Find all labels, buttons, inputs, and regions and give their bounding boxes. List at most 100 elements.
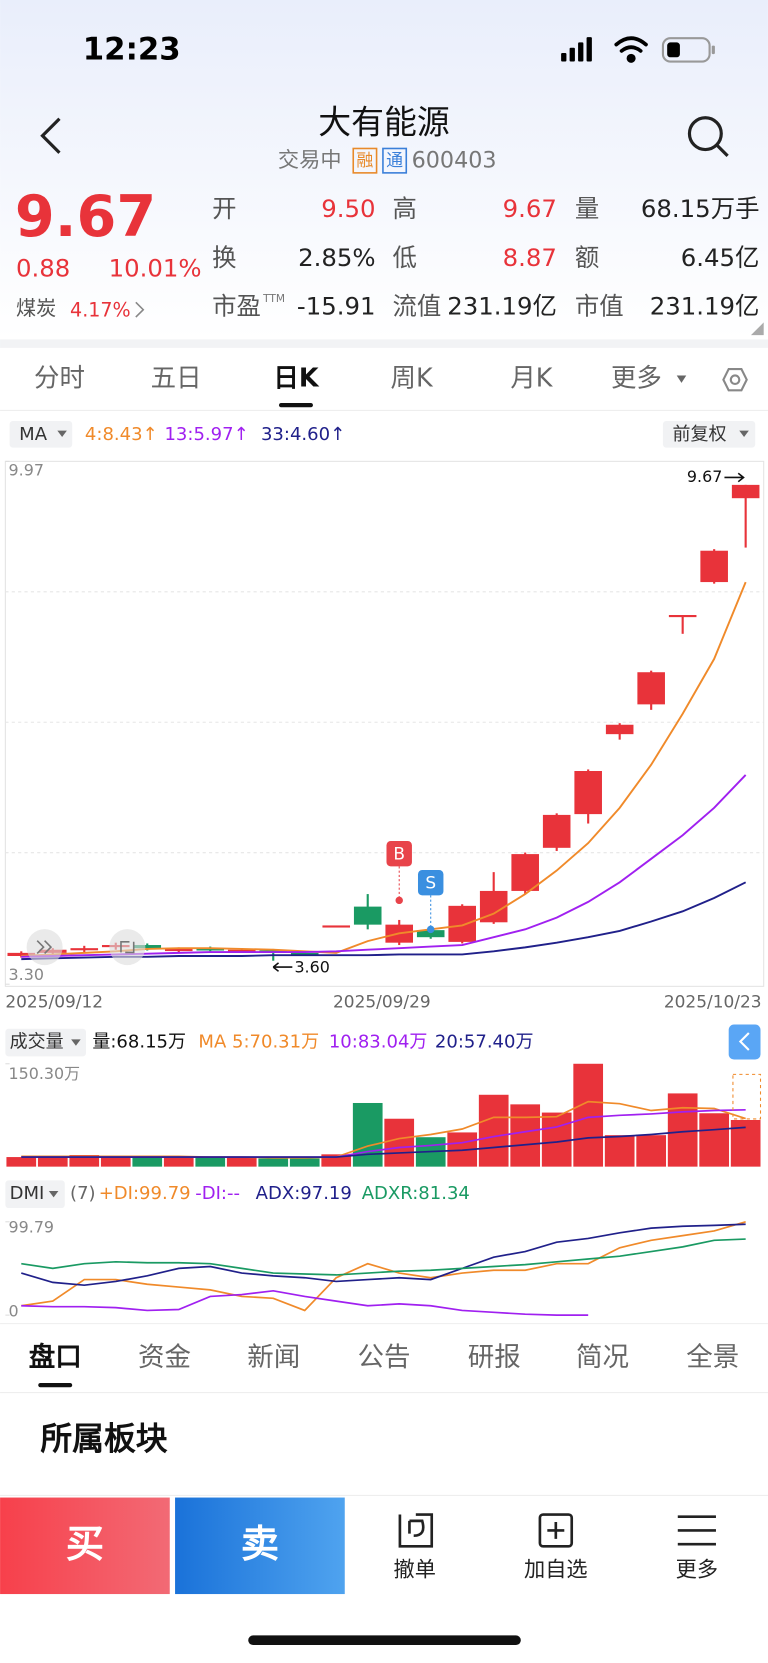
y-tick-label: 3.30 <box>9 965 44 984</box>
header-bg <box>0 0 768 340</box>
dmi-legend: ADXR:81.34 <box>362 1183 470 1204</box>
back-button[interactable] <box>40 117 61 154</box>
volume-bar <box>289 1158 320 1167</box>
more-icon[interactable] <box>677 1515 716 1546</box>
clock: 12:23 <box>83 31 181 67</box>
dmi-select[interactable] <box>5 1180 65 1209</box>
candle-body <box>637 672 665 705</box>
candle-body <box>322 925 351 928</box>
period-tab[interactable]: 日K <box>273 364 319 394</box>
volume-bar <box>69 1155 100 1167</box>
action-labels: 撤单 加自选 更多 <box>394 1558 719 1583</box>
volume-bar <box>258 1158 289 1167</box>
x-tick-label: 2025/09/29 <box>333 991 431 1011</box>
search-button[interactable] <box>687 116 729 158</box>
candle-body <box>511 854 539 891</box>
tab-underline <box>38 1383 73 1388</box>
period-tab[interactable]: 五日 <box>151 364 202 394</box>
stat-label: 市值 <box>575 292 624 321</box>
volume-ma-legend: 20:57.40万 <box>435 1032 534 1053</box>
low-arrow <box>272 962 293 972</box>
volume-title: 成交量 <box>10 1032 64 1053</box>
sell-label: 卖 <box>241 1523 279 1567</box>
stock-code: 600403 <box>412 148 497 174</box>
stat-label: 高 <box>392 194 416 223</box>
info-tab[interactable]: 简况 <box>576 1342 629 1373</box>
stat-value: -15.91 <box>297 292 376 321</box>
sector: 煤炭 <box>16 296 56 320</box>
buy-button[interactable] <box>0 1497 170 1595</box>
info-tab[interactable]: 盘口 <box>29 1342 82 1373</box>
indicator-line <box>21 1289 589 1316</box>
dropdown-arrow <box>676 375 687 383</box>
candle-body <box>574 771 602 815</box>
y-tick-label: 0 <box>9 1301 19 1320</box>
marker-dot <box>395 896 403 905</box>
stat-label: 额 <box>575 243 599 272</box>
period-tab[interactable]: 分时 <box>34 364 85 394</box>
volume-bar <box>195 1157 226 1167</box>
highlight-box <box>732 1073 762 1120</box>
adjust-select[interactable] <box>662 421 756 448</box>
tag-tong: 通 <box>386 150 403 170</box>
last-price: 9.67 <box>15 183 156 250</box>
adjust-name: 前复权 <box>672 424 726 445</box>
info-tab[interactable]: 资金 <box>138 1342 191 1373</box>
period-tab[interactable]: 月K <box>510 364 553 394</box>
info-tab[interactable]: 全景 <box>686 1342 739 1373</box>
period-tab[interactable]: 周K <box>391 364 434 394</box>
stat-sup: TTM <box>262 293 285 305</box>
change-pct: 10.01% <box>109 253 202 282</box>
period-tab[interactable]: 更多 <box>611 364 662 394</box>
candle-body <box>731 484 760 499</box>
volume-ma-legend: 10:83.04万 <box>329 1032 428 1053</box>
nav-icon <box>120 941 135 954</box>
dropdown-arrow <box>57 430 67 437</box>
dropdown-arrow <box>739 430 749 437</box>
stat-value: 68.15万手 <box>641 194 760 223</box>
stat-value: 9.50 <box>321 194 375 223</box>
volume-select[interactable] <box>5 1028 86 1057</box>
volume-bar <box>730 1119 761 1167</box>
candle-body <box>542 814 571 848</box>
chevron <box>135 301 145 318</box>
indicator-select[interactable] <box>9 421 73 448</box>
x-tick-label: 2025/10/23 <box>664 991 762 1011</box>
low-label: 3.60 <box>294 958 329 977</box>
marker-label: B <box>393 844 405 864</box>
candle-body <box>7 952 36 957</box>
volume-bar <box>510 1104 541 1167</box>
stat-label: 换 <box>212 243 236 272</box>
volume-bar <box>384 1118 415 1167</box>
settings-icon[interactable] <box>722 368 748 392</box>
candle-body <box>164 948 193 952</box>
candle-body <box>448 905 476 942</box>
action-label[interactable]: 加自选 <box>524 1558 588 1583</box>
action-label[interactable]: 撤单 <box>394 1558 436 1583</box>
candle-body <box>700 550 728 583</box>
candle-body <box>70 948 99 951</box>
stat-label: 开 <box>212 194 236 223</box>
signal-icon <box>561 37 592 62</box>
cancel-icon[interactable] <box>398 1513 434 1548</box>
volume-bar <box>636 1135 667 1167</box>
action-label[interactable]: 更多 <box>676 1558 718 1583</box>
nav-button[interactable] <box>109 929 146 966</box>
home-indicator <box>248 1635 521 1645</box>
sell-button[interactable] <box>175 1497 345 1595</box>
collapse-button[interactable] <box>728 1024 761 1060</box>
candle-body <box>133 945 162 949</box>
indicator-line <box>21 1238 746 1276</box>
info-tab[interactable]: 公告 <box>358 1342 411 1373</box>
info-tab[interactable]: 研报 <box>468 1342 521 1373</box>
volume-bar <box>478 1094 509 1167</box>
watch-icon[interactable] <box>538 1513 574 1548</box>
battery-icon <box>661 37 715 63</box>
candle-body <box>416 930 445 938</box>
candle-body <box>668 615 697 618</box>
volume-bar <box>541 1112 572 1167</box>
volume-bar <box>132 1157 163 1167</box>
info-tab[interactable]: 新闻 <box>247 1342 300 1373</box>
